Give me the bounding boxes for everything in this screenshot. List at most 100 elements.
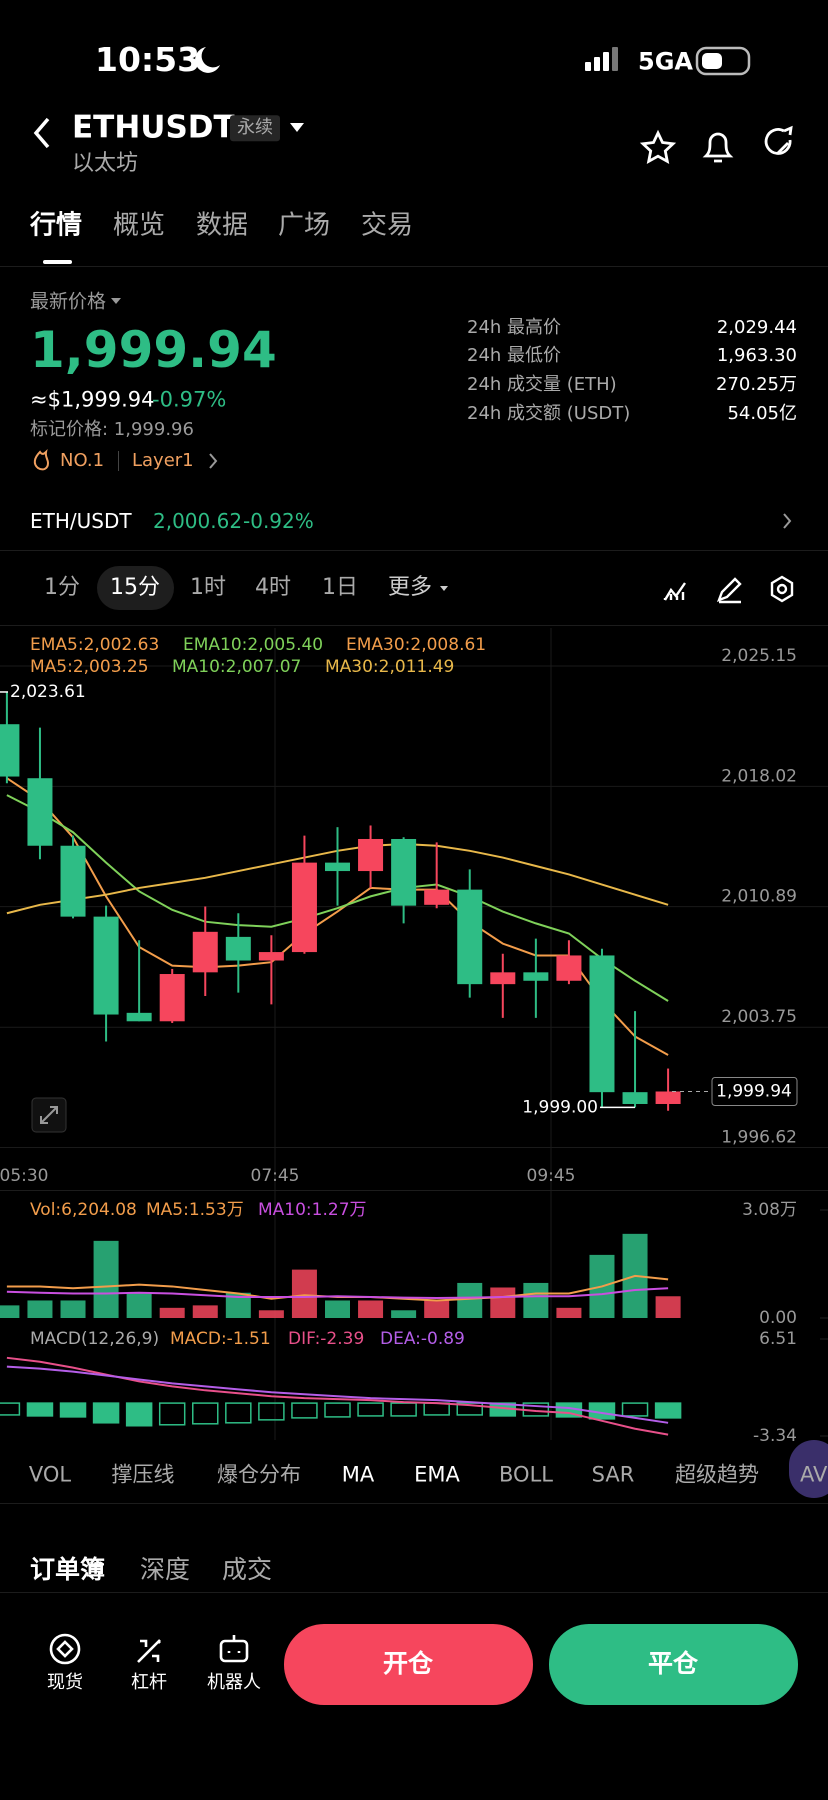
ai-button[interactable] <box>789 1440 828 1498</box>
index-price: 2,000.62 <box>153 509 243 533</box>
draw-icon[interactable] <box>716 577 742 604</box>
back-icon[interactable] <box>33 117 50 149</box>
legend-item: MA5:1.53万 <box>146 1200 244 1220</box>
interval[interactable]: 1时 <box>190 574 226 600</box>
candle-body <box>60 845 86 917</box>
tab[interactable]: 广场 <box>278 210 331 241</box>
macd-bar <box>26 1402 54 1417</box>
settings-icon[interactable] <box>770 575 794 603</box>
y-tick-label: 0.00 <box>759 1308 797 1328</box>
open-button[interactable] <box>284 1624 533 1705</box>
usd-price: ≈$1,999.94 <box>30 387 155 412</box>
stat-value: 1,963.30 <box>716 345 797 367</box>
action-label[interactable]: 杠杆 <box>131 1672 167 1694</box>
candle-body <box>192 931 218 973</box>
candle-body <box>490 972 516 985</box>
indicator-tab[interactable]: 爆仓分布 <box>217 1462 301 1487</box>
indicator-tab[interactable]: BOLL <box>499 1462 553 1487</box>
flame-icon <box>33 448 50 471</box>
macd-bar <box>158 1402 186 1426</box>
interval[interactable]: 4时 <box>255 574 291 600</box>
candle-body <box>589 955 615 1093</box>
last-price-box <box>711 1076 798 1106</box>
x-tick-label: 05:30 <box>0 1166 49 1186</box>
legend-item: DIF:-2.39 <box>288 1329 364 1349</box>
settings-icon <box>776 583 788 595</box>
tab[interactable]: 概览 <box>113 210 166 241</box>
interval[interactable]: 1分 <box>44 574 80 600</box>
legend-item: EMA30:2,008.61 <box>346 635 486 655</box>
close-button[interactable] <box>549 1624 798 1705</box>
candle-body <box>523 972 549 981</box>
chevron-icon[interactable] <box>209 453 218 469</box>
macd-bar <box>390 1402 417 1417</box>
stat-label: 24h 最高价 <box>467 317 562 339</box>
dropdown-icon[interactable] <box>290 123 304 132</box>
macd-bar <box>357 1402 384 1417</box>
price-change: -0.97% <box>152 387 227 412</box>
open-button-label[interactable]: 开仓 <box>382 1649 434 1678</box>
candle-body <box>325 862 350 872</box>
volume-bar <box>27 1300 53 1318</box>
stat-label: 24h 成交量 (ETH) <box>467 374 617 396</box>
star-icon[interactable] <box>639 129 677 164</box>
share-icon[interactable] <box>764 125 793 155</box>
index-change: -0.92% <box>243 509 314 533</box>
interval[interactable]: 更多 <box>387 574 433 600</box>
interval[interactable]: 1日 <box>322 574 358 600</box>
macd-bar <box>125 1402 153 1427</box>
volume-bar <box>424 1300 450 1318</box>
indicator-line <box>6 1365 669 1424</box>
volume-bar <box>60 1300 86 1318</box>
y-tick-label: 1,996.62 <box>721 1128 797 1148</box>
tab[interactable]: 数据 <box>196 210 249 241</box>
candle-body <box>0 724 20 777</box>
divider <box>0 550 828 551</box>
indicator-tab[interactable]: EMA <box>414 1462 460 1487</box>
candle-body <box>556 955 582 981</box>
macd-bar <box>59 1402 87 1418</box>
close-button-label[interactable]: 平仓 <box>647 1649 699 1678</box>
indicator-tab[interactable]: AV <box>800 1462 828 1487</box>
legend-item: MACD:-1.51 <box>170 1329 271 1349</box>
legend-item: MA10:1.27万 <box>258 1200 367 1220</box>
candle-body <box>391 838 417 906</box>
candle-body <box>358 838 384 872</box>
low-label: 1,999.00 <box>522 1097 598 1117</box>
candle-body <box>424 889 450 905</box>
book-tab[interactable]: 深度 <box>140 1555 191 1584</box>
index-pair[interactable]: ETH/USDT <box>30 509 132 533</box>
chevron-icon[interactable] <box>783 513 792 529</box>
volume-bar <box>159 1307 185 1318</box>
legend-item: MA30:2,011.49 <box>325 657 454 677</box>
action-label[interactable]: 现货 <box>47 1672 83 1694</box>
action-label[interactable]: 机器人 <box>207 1672 261 1694</box>
indicator-tab[interactable]: 超级趋势 <box>675 1462 759 1487</box>
bell-icon[interactable] <box>702 132 734 163</box>
indicator-icon[interactable] <box>663 582 686 601</box>
dropdown-icon <box>111 298 121 304</box>
indicator-tab[interactable]: VOL <box>28 1462 72 1487</box>
book-tab[interactable]: 成交 <box>222 1555 273 1584</box>
book-tab[interactable]: 订单簿 <box>30 1555 106 1584</box>
indicator-tab[interactable]: SAR <box>591 1462 635 1487</box>
indicator-tab[interactable]: MA <box>341 1462 375 1487</box>
network-label: 5GA <box>638 47 693 76</box>
indicator-tab[interactable]: 撑压线 <box>111 1462 175 1487</box>
dropdown-icon <box>440 586 448 591</box>
volume-bar <box>523 1282 549 1318</box>
sector[interactable]: Layer1 <box>132 450 194 472</box>
candle-body <box>655 1091 681 1104</box>
interval[interactable]: 15分 <box>110 574 160 600</box>
y-tick-label: 2,018.02 <box>721 766 797 786</box>
tab[interactable]: 交易 <box>361 210 414 241</box>
tab[interactable]: 行情 <box>30 210 83 241</box>
symbol: ETHUSDT <box>72 109 235 146</box>
action-icons <box>49 1633 249 1665</box>
last-price: 1,999.94 <box>30 321 277 379</box>
separator <box>118 451 119 471</box>
status-time: 10:53 <box>95 40 201 80</box>
divider <box>0 625 828 626</box>
divider <box>0 1190 828 1191</box>
